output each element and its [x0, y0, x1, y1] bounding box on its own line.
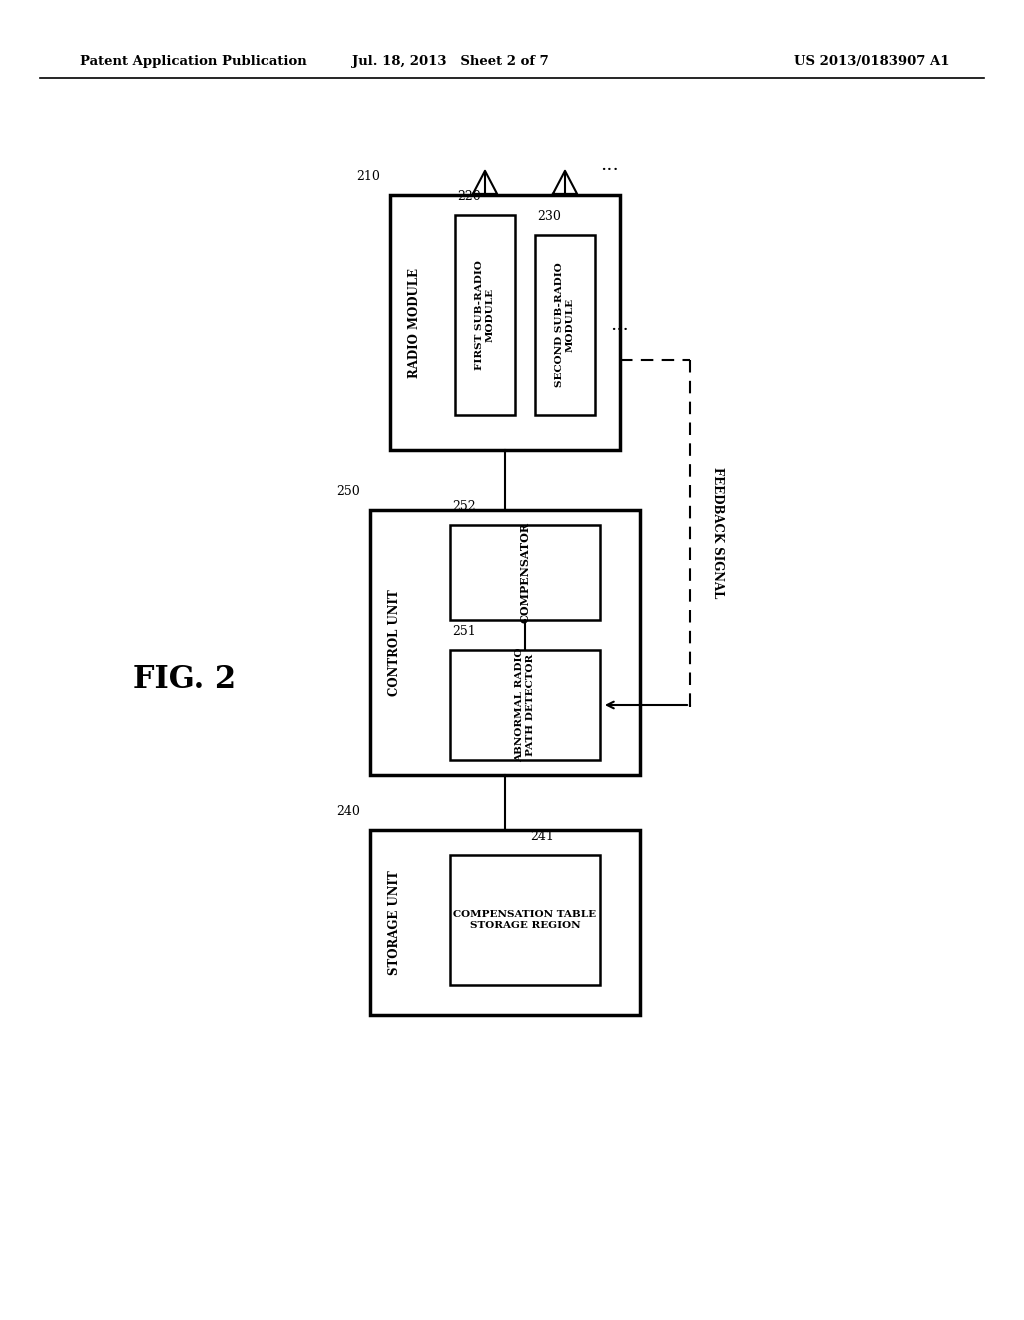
- Text: FIRST SUB-RADIO
MODULE: FIRST SUB-RADIO MODULE: [475, 260, 495, 370]
- Text: Jul. 18, 2013   Sheet 2 of 7: Jul. 18, 2013 Sheet 2 of 7: [351, 55, 549, 69]
- Text: 210: 210: [356, 170, 380, 183]
- Bar: [370, 830, 640, 1015]
- Text: US 2013/0183907 A1: US 2013/0183907 A1: [795, 55, 950, 69]
- Text: 250: 250: [336, 484, 360, 498]
- Bar: [450, 649, 600, 760]
- Text: FIG. 2: FIG. 2: [133, 664, 237, 696]
- Text: 251: 251: [452, 624, 476, 638]
- Text: 220: 220: [457, 190, 480, 203]
- Text: COMPENSATION TABLE
STORAGE REGION: COMPENSATION TABLE STORAGE REGION: [454, 911, 597, 929]
- Text: ABNORMAL RADIO
PATH DETECTOR: ABNORMAL RADIO PATH DETECTOR: [515, 648, 535, 762]
- Bar: [455, 215, 515, 414]
- Bar: [535, 235, 595, 414]
- Text: FEEDBACK SIGNAL: FEEDBACK SIGNAL: [712, 467, 725, 598]
- Text: SECOND SUB-RADIO
MODULE: SECOND SUB-RADIO MODULE: [555, 263, 574, 387]
- Text: 252: 252: [452, 500, 475, 513]
- Text: CONTROL UNIT: CONTROL UNIT: [388, 589, 401, 696]
- Text: 240: 240: [336, 805, 360, 818]
- Text: Patent Application Publication: Patent Application Publication: [80, 55, 307, 69]
- Text: ...: ...: [610, 315, 630, 334]
- Text: STORAGE UNIT: STORAGE UNIT: [388, 870, 401, 975]
- Text: COMPENSATOR: COMPENSATOR: [519, 521, 530, 623]
- Text: RADIO MODULE: RADIO MODULE: [409, 268, 422, 378]
- Text: 241: 241: [530, 830, 554, 843]
- Bar: [450, 855, 600, 985]
- Text: 230: 230: [537, 210, 561, 223]
- Bar: [390, 195, 620, 450]
- Text: ...: ...: [601, 156, 620, 174]
- Bar: [450, 525, 600, 620]
- Bar: [370, 510, 640, 775]
